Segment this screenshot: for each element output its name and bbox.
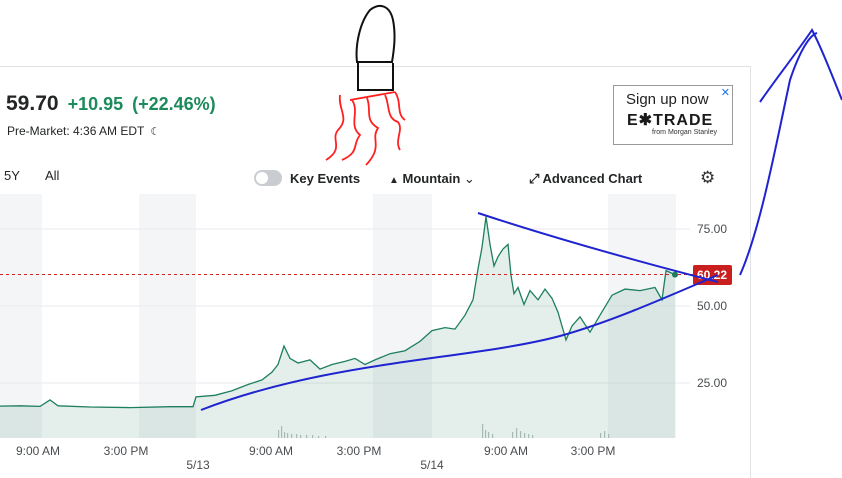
volume-bar — [604, 431, 606, 438]
volume-bar — [312, 435, 314, 438]
x-tick-label: 9:00 AM — [484, 444, 528, 458]
volume-bar — [532, 435, 534, 438]
price-line — [0, 216, 676, 409]
toggle-knob — [256, 172, 268, 184]
rocket-body-drawing — [357, 63, 394, 91]
after-hours-band — [139, 194, 196, 438]
x-axis: 9:00 AM 3:00 PM 9:00 AM 3:00 PM 9:00 AM 3:00 … — [16, 444, 615, 472]
session-bands — [0, 194, 676, 438]
x-tick-label: 3:00 PM — [337, 444, 382, 458]
chevron-down-icon: ⌄ — [463, 171, 475, 186]
price-change: +10.95 — [67, 94, 124, 114]
advanced-chart-button[interactable]: ⤢ Advanced Chart — [529, 171, 642, 187]
after-hours-band — [373, 194, 432, 438]
ad-subtitle: from Morgan Stanley — [652, 129, 717, 136]
volume-bar — [278, 430, 280, 438]
gear-icon[interactable]: ⚙ — [700, 168, 716, 187]
x-date-label: 5/14 — [420, 458, 444, 472]
upper-trendline-drawing — [477, 212, 719, 283]
volume-bar — [287, 433, 289, 438]
after-hours-band — [0, 194, 42, 438]
volume-bar — [488, 432, 490, 438]
last-price-badge: 60.22 — [693, 265, 732, 285]
x-date-label: 5/13 — [186, 458, 210, 472]
ad-headline: Sign up now — [626, 91, 709, 108]
volume-bar — [512, 432, 514, 438]
etrade-logo: E✱TRADE — [627, 112, 714, 129]
volume-bar — [600, 433, 602, 438]
y-axis: 75.00 50.00 25.00 — [697, 222, 727, 390]
key-events-label[interactable]: Key Events — [290, 171, 361, 186]
price-row: 59.70 +10.95 (+22.46%) — [6, 92, 216, 116]
y-tick-label: 25.00 — [697, 376, 727, 390]
session-status: Pre-Market: 4:36 AM EDT ☾ — [7, 124, 160, 138]
volume-bar — [492, 434, 494, 438]
rocket-flames-drawing — [325, 91, 406, 166]
session-label: Pre-Market: 4:36 AM EDT — [7, 124, 145, 138]
y-tick-label: 75.00 — [697, 222, 727, 236]
advanced-chart-label: Advanced Chart — [542, 171, 643, 186]
volume-bar — [516, 428, 518, 438]
key-events-toggle[interactable] — [254, 170, 282, 186]
volume-bar — [300, 435, 302, 438]
chart-type-dropdown[interactable]: ▲ Mountain ⌄ — [389, 171, 475, 187]
mountain-icon: ▲ — [389, 175, 399, 186]
price-change-percent: (+22.46%) — [132, 94, 216, 114]
volume-bar — [306, 435, 308, 438]
last-price-dot — [672, 271, 678, 278]
y-tick-label: 50.00 — [697, 299, 727, 313]
hand-drawn-annotations — [200, 4, 842, 411]
volume-bar — [284, 432, 286, 438]
x-tick-label: 9:00 AM — [16, 444, 60, 458]
moon-icon: ☾ — [150, 126, 161, 138]
price-area — [0, 216, 675, 438]
volume-bar — [281, 426, 283, 438]
volume-bar — [291, 434, 293, 438]
volume-bar — [608, 434, 610, 438]
volume-bar — [520, 431, 522, 438]
volume-bar — [482, 424, 484, 438]
x-tick-label: 3:00 PM — [571, 444, 616, 458]
chart-type-label: Mountain — [402, 171, 461, 186]
last-price: 59.70 — [6, 92, 59, 115]
tab-5y[interactable]: 5Y — [4, 168, 20, 183]
x-tick-label: 3:00 PM — [104, 444, 149, 458]
volume-bar — [318, 436, 320, 438]
quote-panel — [0, 66, 751, 478]
advertisement-banner[interactable]: Sign up now E✱TRADE from Morgan Stanley … — [613, 85, 733, 145]
lower-trendline-drawing — [200, 274, 719, 411]
up-arrow-drawing — [739, 28, 842, 276]
expand-icon: ⤢ — [529, 171, 540, 186]
rocket-nose-drawing — [355, 4, 396, 63]
close-icon[interactable]: ✕ — [720, 87, 730, 99]
volume-bar — [296, 434, 298, 438]
volume-bar — [528, 434, 530, 438]
volume-bar — [524, 433, 526, 438]
volume-bar — [485, 430, 487, 438]
volume-bar — [325, 436, 327, 438]
x-tick-label: 9:00 AM — [249, 444, 293, 458]
tab-all[interactable]: All — [45, 168, 60, 183]
volume-bars — [278, 424, 610, 438]
gridlines — [0, 228, 690, 384]
